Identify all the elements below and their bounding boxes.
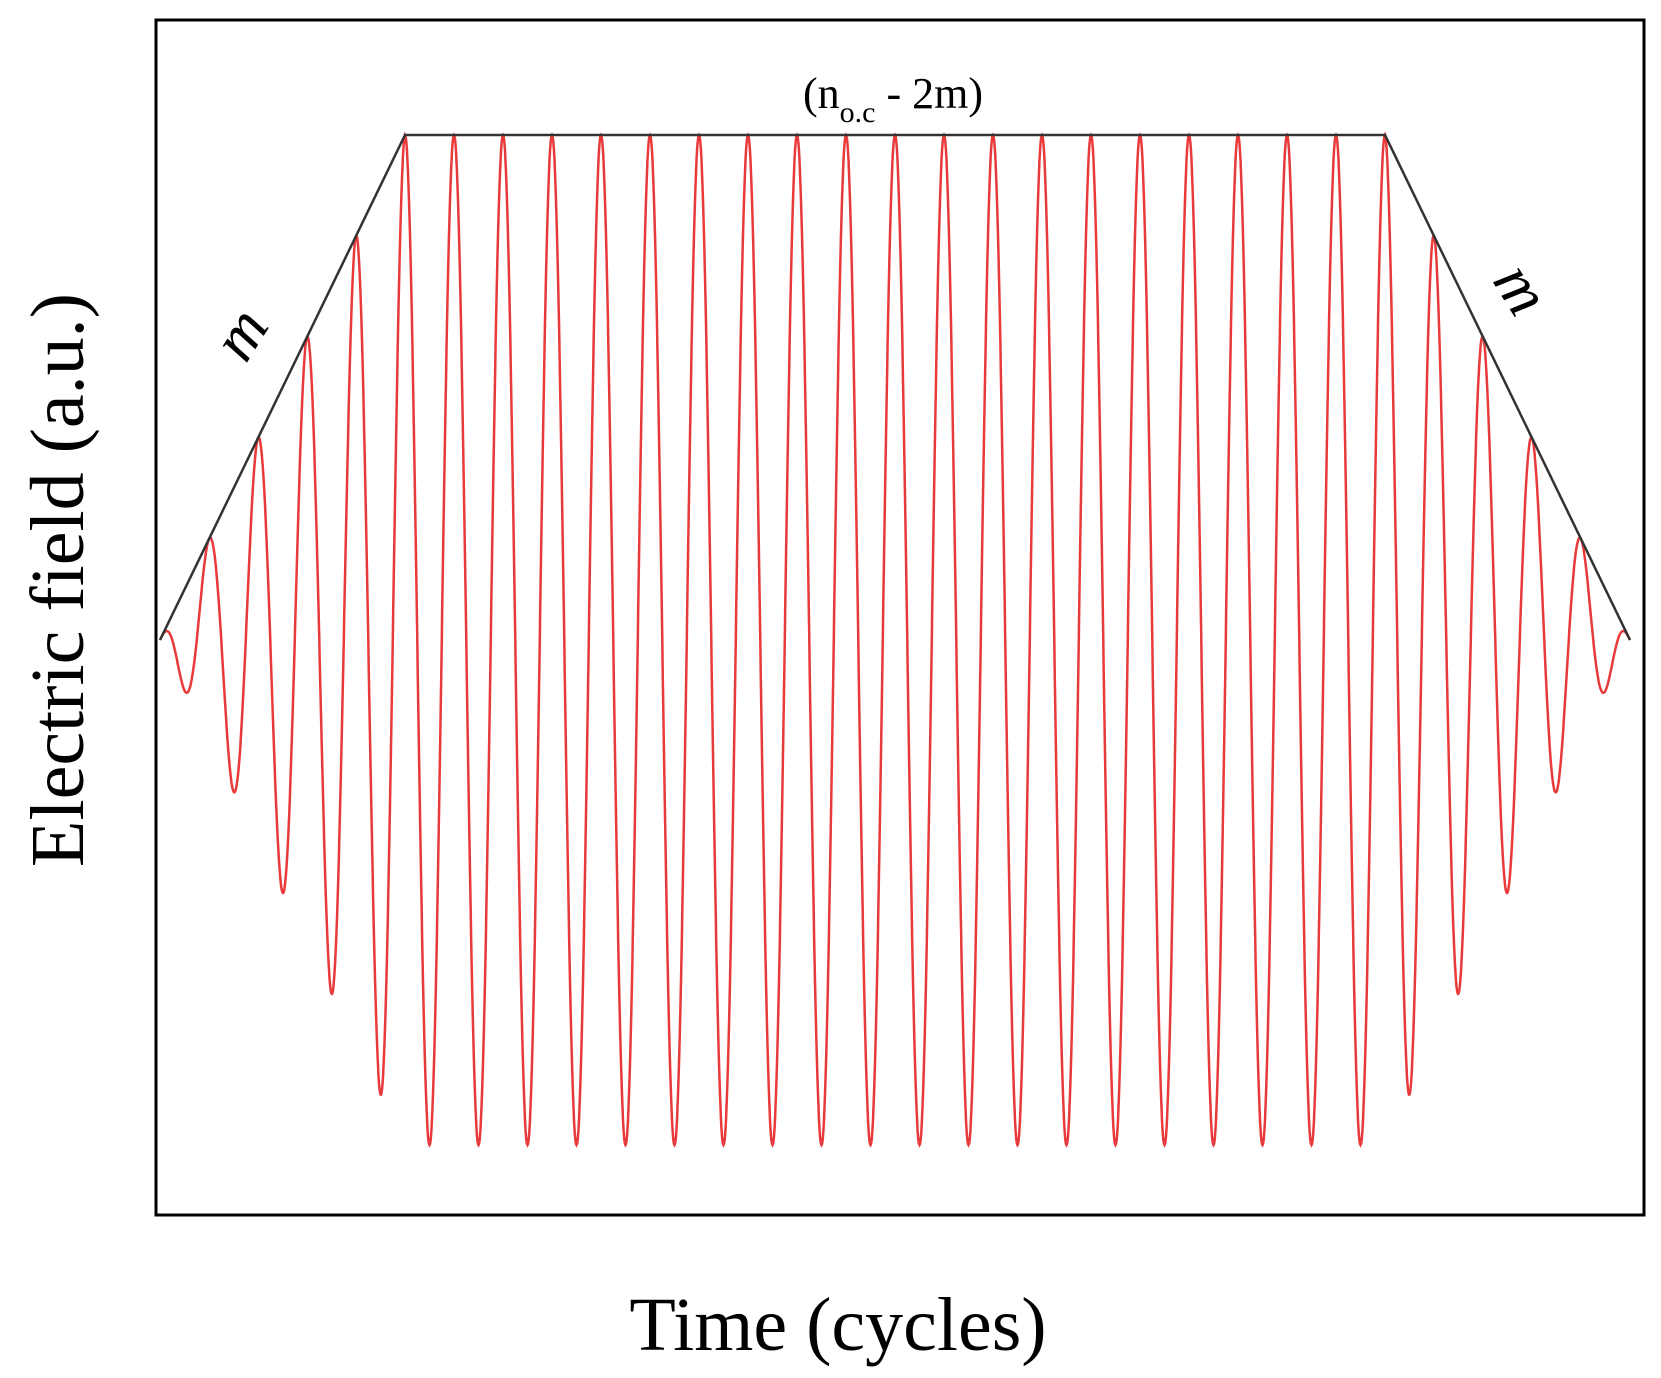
y-axis-label: Electric field (a.u.) (16, 293, 100, 867)
flat-label-tail: - 2m) (875, 69, 983, 118)
ramp-up-label: m (197, 295, 282, 372)
x-axis-label: Time (cycles) (629, 1283, 1046, 1367)
flat-region-label: (no.c - 2m) (803, 69, 983, 129)
flat-label-main: (n (803, 69, 840, 118)
signal-series (158, 131, 1632, 1148)
signal-line (158, 131, 1632, 1148)
plot-frame (154, 18, 1646, 1217)
envelope-series (158, 133, 1632, 641)
flat-label-subscript: o.c (840, 96, 876, 129)
ramp-down-label: m (1480, 250, 1565, 327)
envelope-line (158, 133, 1632, 641)
